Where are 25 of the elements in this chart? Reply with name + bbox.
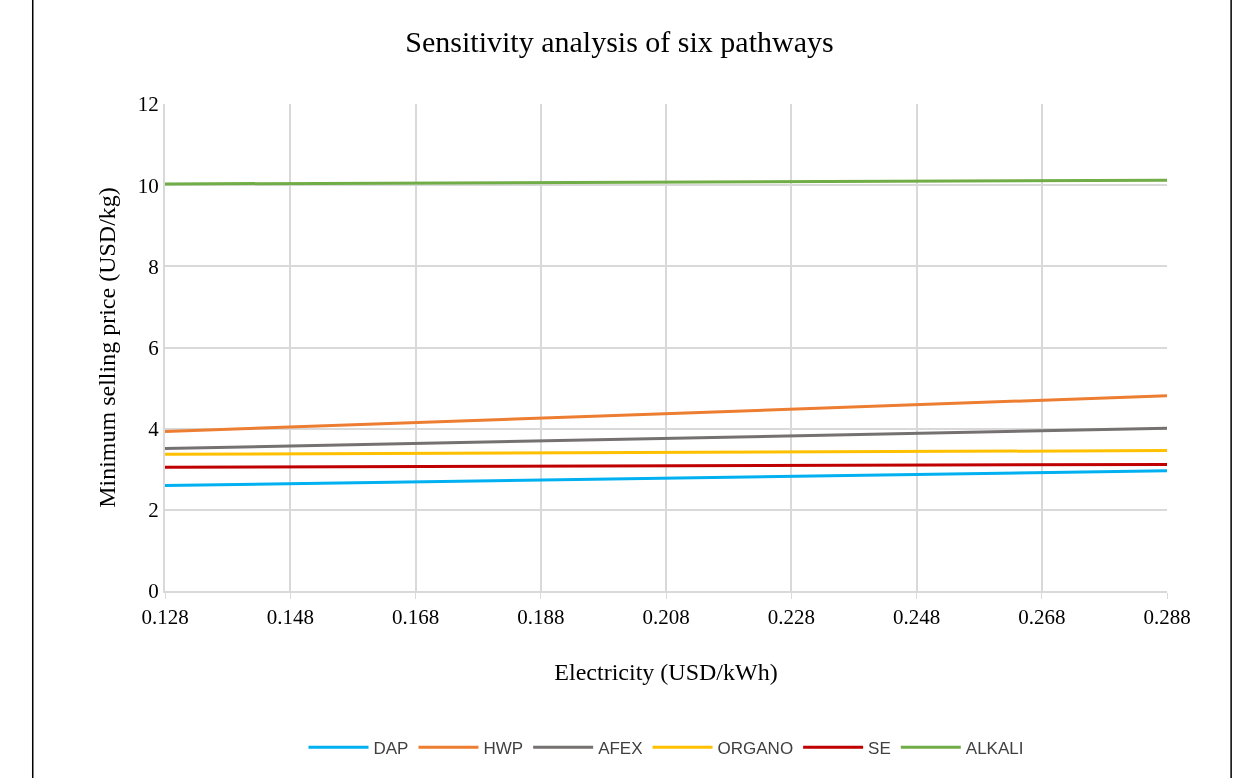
chart-title: Sensitivity analysis of six pathways — [405, 25, 834, 59]
legend-label: ALKALI — [965, 738, 1024, 758]
legend-label: AFEX — [598, 738, 643, 758]
x-tick-label: 0.228 — [767, 605, 815, 630]
legend-label: HWP — [483, 738, 524, 758]
x-tick-label: 0.288 — [1143, 605, 1191, 630]
y-tick-label: 0 — [148, 579, 159, 604]
y-tick-label: 4 — [148, 417, 160, 442]
y-tick-label: 6 — [148, 335, 159, 360]
legend-label: SE — [868, 738, 891, 758]
y-tick-label: 8 — [148, 254, 159, 279]
x-tick-label: 0.148 — [266, 605, 314, 630]
y-axis-title: Minimum selling price (USD/kg) — [94, 187, 121, 508]
x-tick-label: 0.188 — [517, 605, 565, 630]
y-tick-label: 2 — [148, 498, 159, 523]
x-tick-label: 0.168 — [391, 605, 440, 630]
x-tick-label: 0.208 — [642, 605, 690, 630]
legend-label: ORGANO — [717, 738, 794, 758]
y-tick-label: 12 — [137, 92, 159, 117]
legend-label: DAP — [373, 738, 409, 758]
x-tick-label: 0.248 — [892, 605, 941, 630]
y-tick-label: 10 — [137, 173, 159, 198]
x-axis-title: Electricity (USD/kWh) — [554, 659, 778, 685]
x-tick-label: 0.128 — [141, 605, 189, 630]
x-tick-label: 0.268 — [1018, 605, 1066, 630]
